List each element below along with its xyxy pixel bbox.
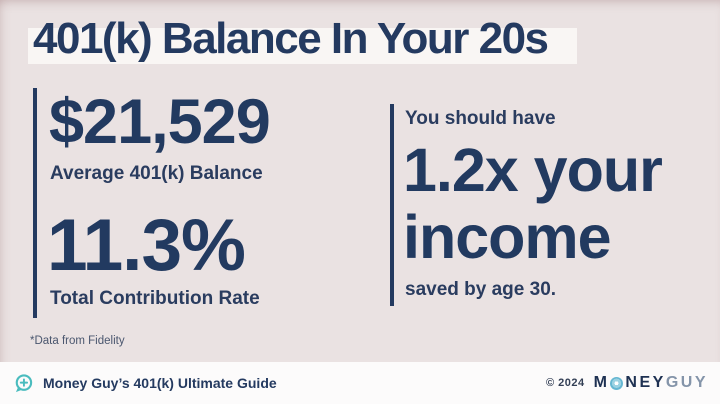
contribution-rate-value: 11.3% [47, 205, 246, 286]
logo-letter-m: M [593, 374, 610, 391]
footer-guide-group: Money Guy’s 401(k) Ultimate Guide [13, 373, 277, 394]
benchmark-headline-line1: 1.2x your [403, 136, 663, 204]
footer-brand-group: © 2024 M NEY GUY [546, 374, 708, 392]
title-highlight-band [28, 28, 577, 64]
average-balance-label: Average 401(k) Balance [50, 163, 263, 184]
page-title: 401(k) Balance In Your 20s [33, 14, 549, 63]
logo-letters-ney: NEY [625, 374, 666, 391]
money-guy-logo: M NEY GUY [594, 374, 708, 392]
logo-letters-guy: GUY [665, 374, 708, 391]
money-guy-logo-o-coin-icon [610, 376, 624, 390]
benchmark-outro-text: saved by age 30. [405, 279, 557, 300]
guide-title: Money Guy’s 401(k) Ultimate Guide [43, 375, 277, 391]
benchmark-headline-line2: income [403, 203, 612, 271]
data-source-footnote: *Data from Fidelity [30, 335, 125, 347]
benchmark-intro-text: You should have [405, 108, 556, 129]
left-stats-divider [33, 88, 37, 318]
benchmark-divider [390, 104, 394, 306]
benchmark-headline: 1.2x your income [403, 136, 663, 271]
money-guy-chat-badge-icon [15, 373, 33, 392]
copyright-text: © 2024 [545, 377, 585, 389]
average-balance-value: $21,529 [49, 87, 271, 157]
footer-bar: Money Guy’s 401(k) Ultimate Guide © 2024… [0, 362, 720, 404]
contribution-rate-label: Total Contribution Rate [50, 288, 260, 309]
